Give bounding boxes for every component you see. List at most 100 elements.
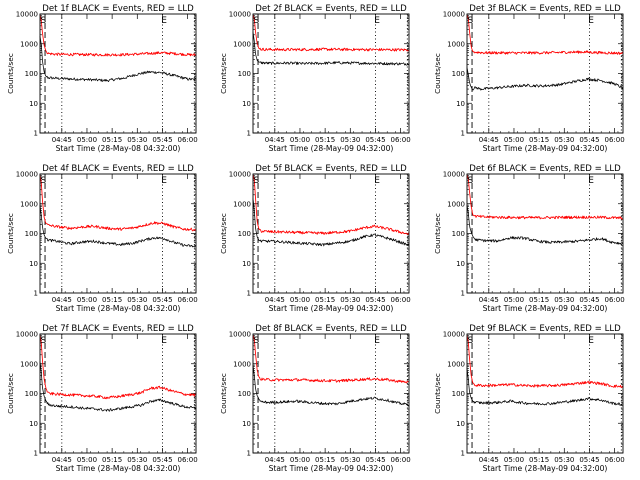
x-tick-label: 04:45 xyxy=(265,136,285,144)
plot-frame xyxy=(466,333,624,454)
x-tick-label: 05:30 xyxy=(127,296,147,304)
detector-panel-9: Det 9f BLACK = Events, RED = LLD 1 10 100 10… xyxy=(433,324,625,473)
y-tick-label: 1 xyxy=(247,290,251,298)
events-series-line xyxy=(466,368,624,406)
panel-title: Det 4f BLACK = Events, RED = LLD xyxy=(42,164,194,174)
y-tick-label: 10000 xyxy=(16,171,38,179)
y-tick-label: 1 xyxy=(34,290,38,298)
detector-panel-3: Det 3f BLACK = Events, RED = LLD 1 10 100 10… xyxy=(433,4,625,153)
x-axis-title: Start Time (28-May-09 04:32:00) xyxy=(483,144,608,153)
x-tick-label: 05:30 xyxy=(340,456,360,464)
x-tick-label: 05:00 xyxy=(77,456,97,464)
y-tick-label: 100 xyxy=(25,230,38,238)
y-tick-label: 10 xyxy=(242,100,251,108)
y-tick-label: 100 xyxy=(25,390,38,398)
plot-frame xyxy=(39,333,197,454)
y-tick-label: 1000 xyxy=(447,40,465,48)
x-tick-label: 05:45 xyxy=(365,456,385,464)
plot-frame xyxy=(39,173,197,294)
y-axis-title: Counts/sec xyxy=(433,53,442,94)
y-tick-label: 10000 xyxy=(229,11,251,19)
x-tick-label: 06:00 xyxy=(391,296,411,304)
x-axis-title: Start Time (28-May-08 04:32:00) xyxy=(56,464,181,473)
x-tick-label: 05:45 xyxy=(152,456,172,464)
x-tick-label: 05:00 xyxy=(77,136,97,144)
y-tick-label: 10000 xyxy=(16,11,38,19)
x-axis-title: Start Time (28-May-09 04:32:00) xyxy=(269,304,394,313)
x-tick-label: 06:00 xyxy=(391,136,411,144)
y-axis-title: Counts/sec xyxy=(433,373,442,414)
start-marker-label: S xyxy=(468,176,474,186)
x-tick-label: 05:15 xyxy=(102,136,122,144)
y-tick-label: 1000 xyxy=(20,200,38,208)
y-tick-label: 10 xyxy=(29,420,38,428)
lld-series-line xyxy=(252,174,410,235)
y-tick-label: 10 xyxy=(456,420,465,428)
plot-frame xyxy=(466,173,624,294)
lld-series-line xyxy=(252,334,410,384)
start-marker-label: S xyxy=(41,176,47,186)
x-axis-title: Start Time (28-May-09 04:32:00) xyxy=(483,464,608,473)
panel-title: Det 9f BLACK = Events, RED = LLD xyxy=(469,324,621,334)
lld-series-line xyxy=(252,14,410,52)
end-marker-label: E xyxy=(588,336,594,346)
y-tick-label: 100 xyxy=(452,70,465,78)
x-tick-label: 05:45 xyxy=(152,296,172,304)
panel-title: Det 8f BLACK = Events, RED = LLD xyxy=(255,324,407,334)
x-tick-label: 06:00 xyxy=(605,456,625,464)
end-marker-label: E xyxy=(588,176,594,186)
end-marker-label: E xyxy=(374,16,380,26)
events-series-line xyxy=(252,365,410,407)
lld-series-line xyxy=(39,174,197,232)
start-marker-label: S xyxy=(254,176,260,186)
y-tick-label: 100 xyxy=(238,70,251,78)
panel-title: Det 6f BLACK = Events, RED = LLD xyxy=(469,164,621,174)
y-tick-label: 10000 xyxy=(229,171,251,179)
plot-frame xyxy=(252,333,410,454)
start-marker-label: S xyxy=(41,16,47,26)
x-tick-label: 05:00 xyxy=(290,456,310,464)
x-axis-title: Start Time (28-May-09 04:32:00) xyxy=(483,304,608,313)
end-marker-label: E xyxy=(161,16,167,26)
end-marker-label: E xyxy=(374,336,380,346)
detector-panel-2: Det 2f BLACK = Events, RED = LLD 1 10 100 10… xyxy=(219,4,411,153)
detector-panel-7: Det 7f BLACK = Events, RED = LLD 1 10 100 10… xyxy=(6,324,198,473)
x-tick-label: 05:45 xyxy=(579,136,599,144)
y-tick-label: 100 xyxy=(238,390,251,398)
end-marker-label: E xyxy=(161,176,167,186)
y-tick-label: 10000 xyxy=(443,171,465,179)
y-tick-label: 10 xyxy=(29,100,38,108)
y-tick-label: 1 xyxy=(34,130,38,138)
x-axis-title: Start Time (28-May-08 04:32:00) xyxy=(56,304,181,313)
x-tick-label: 05:45 xyxy=(579,296,599,304)
y-tick-label: 10 xyxy=(456,100,465,108)
y-tick-label: 100 xyxy=(452,230,465,238)
x-tick-label: 05:30 xyxy=(554,456,574,464)
start-marker-label: S xyxy=(41,336,47,346)
x-tick-label: 05:15 xyxy=(315,456,335,464)
y-tick-label: 100 xyxy=(238,230,251,238)
x-tick-label: 04:45 xyxy=(479,136,499,144)
x-tick-label: 05:15 xyxy=(529,296,549,304)
x-tick-label: 04:45 xyxy=(479,296,499,304)
y-tick-label: 1000 xyxy=(233,360,251,368)
y-axis-title: Counts/sec xyxy=(219,53,228,94)
x-tick-label: 05:45 xyxy=(152,136,172,144)
detector-panel-4: Det 4f BLACK = Events, RED = LLD 1 10 100 10… xyxy=(6,164,198,313)
end-marker-label: E xyxy=(588,16,594,26)
start-marker-label: S xyxy=(468,336,474,346)
y-axis-title: Counts/sec xyxy=(433,213,442,254)
lld-series-line xyxy=(39,334,197,400)
x-tick-label: 05:00 xyxy=(504,456,524,464)
y-tick-label: 10000 xyxy=(443,11,465,19)
y-tick-label: 1000 xyxy=(447,200,465,208)
x-tick-label: 04:45 xyxy=(479,456,499,464)
y-axis-title: Counts/sec xyxy=(6,213,15,254)
y-tick-label: 1000 xyxy=(233,40,251,48)
panel-title: Det 3f BLACK = Events, RED = LLD xyxy=(469,4,621,14)
y-tick-label: 1 xyxy=(461,290,465,298)
x-axis-title: Start Time (28-May-08 04:32:00) xyxy=(56,144,181,153)
y-tick-label: 1 xyxy=(461,450,465,458)
x-axis-title: Start Time (28-May-09 04:32:00) xyxy=(269,144,394,153)
